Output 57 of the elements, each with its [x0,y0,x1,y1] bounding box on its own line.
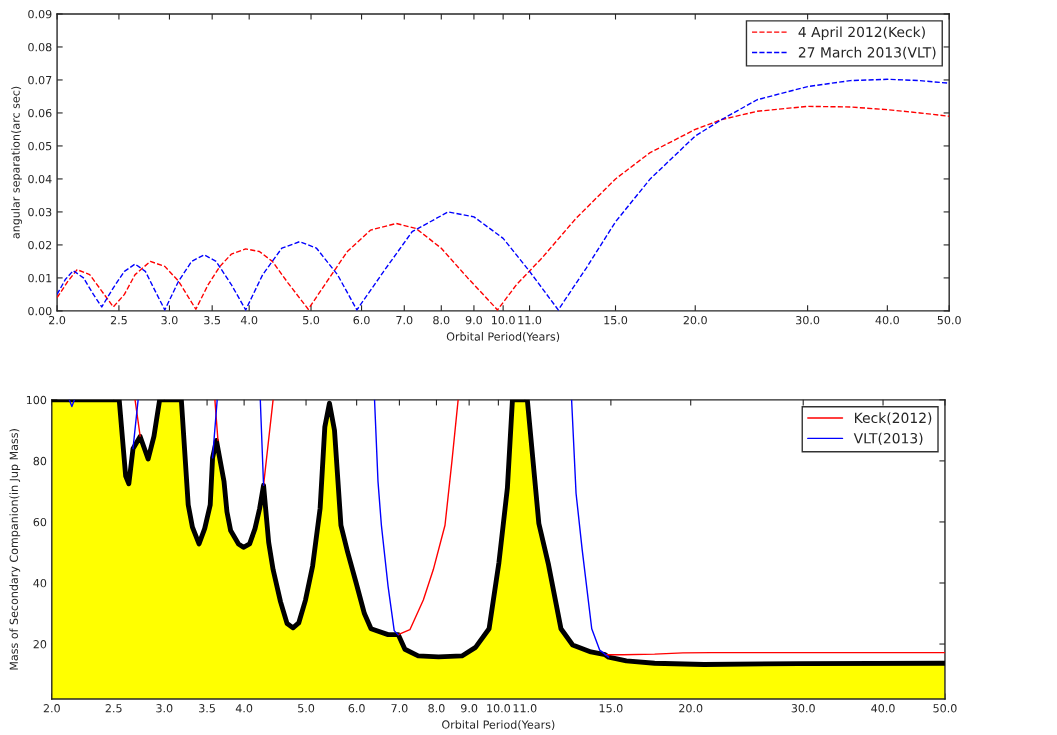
x-tick-label: 5.0 [303,315,320,325]
x-tick-label: 15.0 [604,315,628,325]
x-tick-label: 10.0 [487,704,511,713]
y-tick-label: 0.06 [28,108,52,118]
x-tick-label: 2.5 [105,704,122,713]
x-tick-label: 8.0 [433,315,450,325]
x-tick-label: 7.0 [396,315,413,325]
y-tick-label: 0.05 [28,141,52,151]
legend-label: 4 April 2012(Keck) [798,26,925,40]
y-tick-label: 0.08 [28,42,52,52]
x-tick-label: 40.0 [875,315,899,325]
y-tick-label: 100 [26,395,47,405]
x-tick-label: 2.5 [110,315,127,325]
x-tick-label: 11.0 [518,315,542,325]
legend-label: 27 March 2013(VLT) [798,46,936,60]
x-tick-label: 4.0 [240,315,258,325]
x-tick-label: 10.0 [491,315,515,325]
y-tick-label: 0.04 [28,174,52,184]
x-tick-label: 9.0 [465,315,483,325]
y-tick-label: 40 [33,578,47,588]
x-axis-title: Orbital Period(Years) [446,332,560,342]
y-tick-label: 60 [33,517,47,527]
x-tick-label: 30.0 [796,315,820,325]
x-tick-label: 3.0 [156,704,173,713]
x-tick-label: 8.0 [428,704,445,713]
x-tick-label: 30.0 [791,704,815,713]
x-tick-label: 9.0 [461,704,478,713]
y-axis-title: angular separation(arc sec) [11,86,22,239]
x-tick-label: 11.0 [513,704,537,713]
x-tick-label: 50.0 [933,704,957,713]
legend-label: Keck(2012) [855,412,932,425]
x-tick-label: 6.0 [348,704,365,713]
y-axis-title: Mass of Secondary Companion(in Jup Mass) [9,429,21,670]
x-tick-label: 40.0 [871,704,895,713]
x-axis-title: Orbital Period(Years) [442,720,555,731]
y-tick-label: 0.00 [28,306,52,316]
x-tick-label: 15.0 [599,704,623,713]
x-tick-label: 3.0 [161,315,178,325]
x-tick-label: 3.5 [199,704,215,713]
x-tick-label: 5.0 [298,704,315,713]
y-tick-label: 0.07 [28,75,52,85]
x-tick-label: 2.0 [49,315,66,325]
y-tick-label: 0.02 [28,240,52,250]
y-tick-label: 0.01 [28,273,52,283]
x-tick-label: 4.0 [235,704,253,713]
legend-label: VLT(2013) [853,432,923,446]
x-tick-label: 20.0 [679,704,703,713]
x-tick-label: 50.0 [937,315,961,325]
x-tick-label: 7.0 [391,704,408,713]
y-tick-label: 80 [33,456,47,466]
x-tick-label: 20.0 [683,315,707,325]
y-tick-label: 0.09 [28,9,52,19]
x-tick-label: 6.0 [353,315,370,325]
y-tick-label: 20 [33,640,47,649]
x-tick-label: 3.5 [204,315,221,325]
y-tick-label: 0.03 [28,207,52,217]
x-tick-label: 2.0 [43,704,60,713]
